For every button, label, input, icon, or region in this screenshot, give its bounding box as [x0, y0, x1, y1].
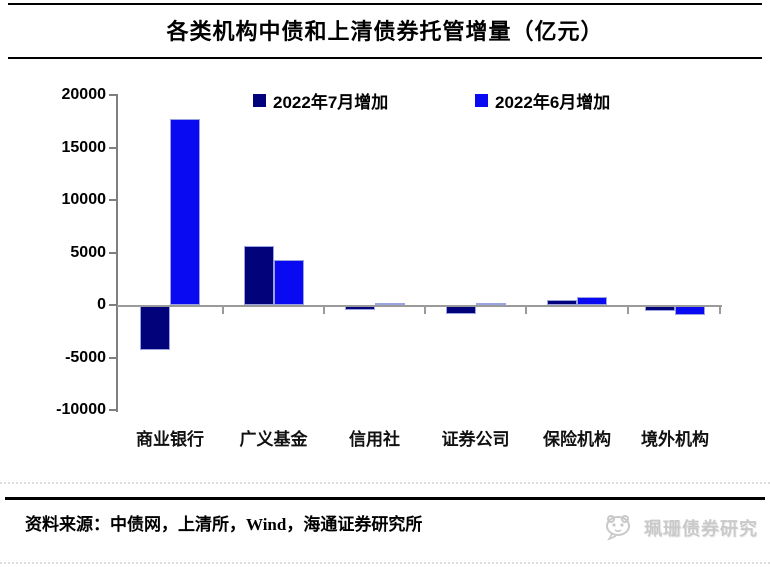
- bar: [577, 296, 607, 305]
- legend-swatch: [253, 94, 266, 107]
- source-note: 资料来源：中债网，上清所，Wind，海通证券研究所: [25, 515, 423, 534]
- top-divider: [8, 3, 762, 5]
- legend-item: 2022年6月增加: [475, 88, 610, 113]
- y-tick: [109, 94, 117, 96]
- x-axis-category-label: 保险机构: [543, 430, 611, 449]
- y-axis-label: 15000: [61, 138, 107, 156]
- x-tick: [323, 307, 325, 314]
- footer-divider: [5, 497, 765, 500]
- x-tick: [525, 307, 527, 314]
- legend-item: 2022年7月增加: [253, 88, 388, 113]
- bar: [675, 306, 705, 316]
- bar-chart: 20000 15000 10000 5000 0 -5000 -10000 商业银行 广义基金 信…: [0, 75, 770, 465]
- watermark-dotted-line: [0, 482, 770, 484]
- y-axis-label: 0: [97, 296, 106, 313]
- title-divider: [8, 57, 762, 59]
- y-tick: [109, 409, 117, 411]
- y-tick: [109, 356, 117, 359]
- y-axis-label: 20000: [61, 86, 107, 103]
- y-axis-label: -5000: [65, 348, 106, 366]
- bar: [273, 259, 304, 305]
- legend-label: 2022年7月增加: [273, 93, 389, 112]
- x-axis-line: [117, 305, 722, 307]
- y-tick: [109, 146, 117, 149]
- y-axis-label: -10000: [56, 401, 106, 418]
- y-tick: [109, 251, 117, 254]
- bar: [243, 246, 274, 305]
- x-axis-category-label: 信用社: [349, 430, 400, 449]
- x-axis-category-label: 证券公司: [441, 430, 510, 449]
- legend-swatch: [475, 94, 488, 107]
- y-axis-label: 5000: [70, 243, 106, 261]
- x-axis-category-label: 商业银行: [136, 430, 204, 449]
- bar: [140, 306, 170, 351]
- bar: [374, 302, 405, 305]
- x-tick: [424, 307, 426, 314]
- bar: [170, 119, 200, 305]
- y-tick: [109, 304, 117, 306]
- x-tick: [719, 307, 721, 314]
- brand-watermark: 珮珊债券研究: [602, 514, 758, 542]
- brand-watermark-text: 珮珊债券研究: [644, 519, 758, 539]
- y-tick: [109, 199, 117, 201]
- y-axis-label: 10000: [61, 191, 107, 208]
- x-axis-category-label: 境外机构: [641, 430, 709, 449]
- bar: [445, 306, 476, 315]
- bar: [547, 299, 577, 305]
- legend-label: 2022年6月增加: [495, 93, 611, 112]
- x-axis-category-label: 广义基金: [239, 430, 308, 449]
- bottom-dotted-line: [0, 562, 770, 564]
- y-axis-line: [116, 94, 118, 412]
- panda-logo-icon: [606, 515, 630, 541]
- x-tick: [222, 307, 224, 314]
- bar: [475, 302, 506, 305]
- chart-title: 各类机构中债和上清债券托管增量（亿元）: [166, 19, 604, 44]
- x-tick: [627, 307, 629, 314]
